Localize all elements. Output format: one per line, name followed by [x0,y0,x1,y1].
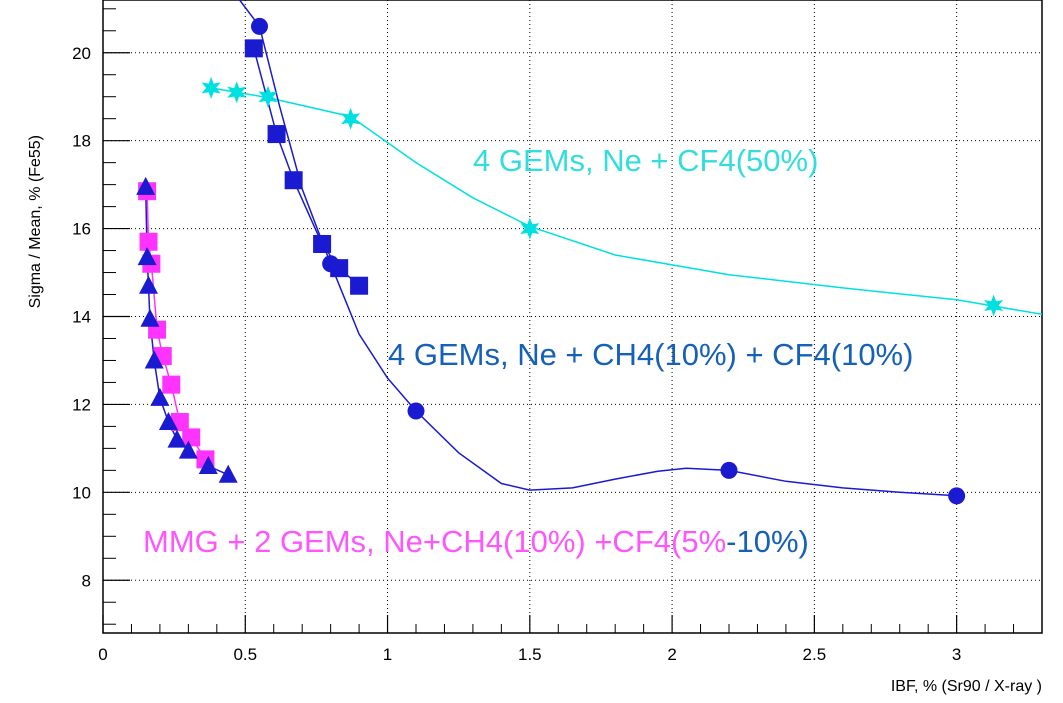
axis-ticks [102,8,1015,633]
x-tick-label: 1 [383,645,392,664]
data-point [258,85,278,108]
annotation-part: 4 GEMs, Ne + CH4(10%) + CF4(10%) [388,337,913,372]
y-axis-title: Sigma / Mean, % (Fe55) [27,135,44,308]
data-point [520,217,540,240]
y-tick-label: 16 [72,220,91,239]
series-line [239,0,957,497]
x-tick-label: 0.5 [233,645,257,664]
data-point [341,107,361,130]
data-point [140,308,160,327]
data-point [144,350,164,369]
data-point [198,455,218,474]
series-annotation: 4 GEMs, Ne + CF4(50%) [473,143,818,178]
data-point [251,17,268,35]
data-point [244,39,263,58]
data-point [227,81,247,104]
x-tick-label: 0 [98,645,107,664]
data-point [201,76,221,99]
x-tick-label: 2.5 [803,645,827,664]
data-point [162,375,181,394]
data-point [137,247,157,266]
series-annotation: 4 GEMs, Ne + CH4(10%) + CF4(10%) [388,337,913,372]
y-tick-label: 12 [72,395,91,414]
data-point [330,259,349,278]
series-markers [136,17,1004,505]
x-axis-title: IBF, % (Sr90 / X-ray ) [891,678,1042,695]
data-point [139,232,158,251]
annotation-part: -10%) [726,524,809,559]
annotation-part: 4 GEMs, Ne + CF4(50%) [473,143,818,178]
series-line [210,87,1042,316]
data-point [150,387,170,406]
data-point [178,440,198,459]
data-point [407,402,425,420]
x-tick-label: 3 [952,645,961,664]
x-tick-label: 1.5 [518,645,542,664]
data-point [948,487,966,505]
data-point [267,125,286,144]
data-point [350,276,369,295]
data-point [720,461,738,479]
data-point [158,412,178,430]
data-point [313,234,332,253]
y-tick-label: 18 [72,132,91,151]
y-tick-label: 10 [72,483,91,502]
annotation-part: MMG + 2 GEMs, Ne+CH4(10%) +CF4(5% [143,524,726,559]
y-tick-label: 14 [72,308,91,327]
annotations: 4 GEMs, Ne + CF4(50%) 4 GEMs, Ne + CH4(10… [143,143,913,559]
data-point [139,275,159,294]
y-tick-label: 8 [82,571,91,590]
data-point [218,464,238,483]
data-point [167,429,187,448]
data-point [984,294,1004,317]
data-point [136,176,156,195]
y-tick-label: 20 [72,44,91,63]
series-annotation: MMG + 2 GEMs, Ne+CH4(10%) +CF4(5%-10%) [143,524,809,559]
x-tick-labels: 0 0.5 1 1.5 2 2.5 3 [98,645,961,664]
data-point [284,171,303,190]
x-tick-label: 2 [667,645,676,664]
data-point [182,428,201,447]
y-tick-labels: 8 10 12 14 16 18 20 [72,44,91,591]
